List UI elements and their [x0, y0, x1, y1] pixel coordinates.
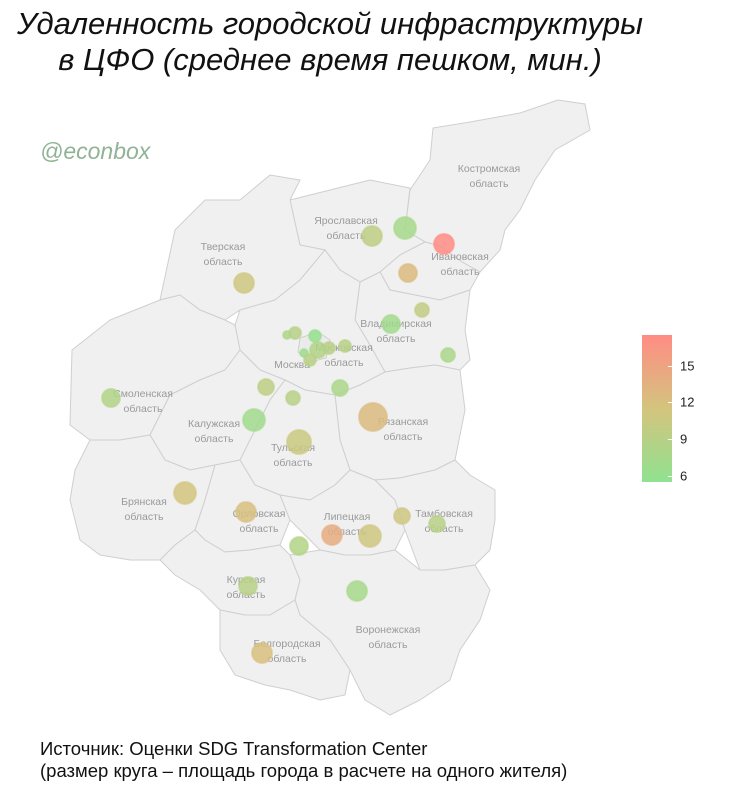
- legend-tick-label: 12: [680, 394, 695, 410]
- city-marker: [361, 225, 383, 247]
- region-belgorod: [219, 599, 351, 701]
- region-label-line-1: Рязанская: [378, 416, 428, 428]
- city-marker: [251, 642, 273, 664]
- region-label-kaluga: Калужская область: [188, 418, 240, 445]
- legend-tick-label: 9: [680, 431, 688, 447]
- city-marker: [308, 329, 322, 343]
- region-label-line-1: Калужская: [188, 418, 240, 430]
- region-label-line-2: область: [470, 178, 509, 190]
- watermark: @econbox: [40, 138, 151, 164]
- color-legend: 15 12 9 6: [640, 333, 720, 483]
- region-label-line-1: Тамбовская: [415, 508, 473, 520]
- region-label-line-1: Ярославская: [314, 215, 378, 227]
- city-marker: [358, 402, 388, 432]
- footer: Источник: Оценки SDG Transformation Cent…: [40, 738, 567, 782]
- city-marker: [433, 233, 455, 255]
- city-marker: [338, 339, 352, 353]
- region-label-line-1: Москва: [274, 359, 310, 371]
- region-label-bryansk: Брянская область: [121, 496, 167, 523]
- city-markers: [101, 216, 456, 664]
- region-label-line-2: область: [124, 403, 163, 415]
- city-marker: [285, 390, 301, 406]
- region-label-line-1: Брянская: [121, 496, 167, 508]
- city-marker: [286, 429, 312, 455]
- region-label-line-2: область: [441, 266, 480, 278]
- city-marker: [235, 501, 257, 523]
- region-label-line-1: Липецкая: [324, 511, 371, 523]
- region-label-line-2: область: [377, 333, 416, 345]
- legend-tick-mark: [668, 365, 672, 367]
- city-marker: [428, 515, 446, 533]
- region-label-line-2: область: [268, 653, 307, 665]
- legend-tick-label: 15: [680, 358, 695, 374]
- legend-tick-mark: [668, 402, 672, 404]
- city-marker: [289, 536, 309, 556]
- chart-title-line-2: в ЦФО (среднее время пешком, мин.): [58, 42, 602, 77]
- region-label-line-2: область: [204, 256, 243, 268]
- city-marker: [331, 379, 349, 397]
- city-marker: [358, 524, 382, 548]
- city-marker: [393, 216, 417, 240]
- city-marker: [282, 330, 292, 340]
- city-marker: [381, 314, 401, 334]
- circle-size-note: (размер круга – площадь города в расчете…: [40, 760, 568, 781]
- region-label-line-1: Костромская: [458, 163, 521, 175]
- region-label-line-2: область: [384, 431, 423, 443]
- chart-title-line-1: Удаленность городской инфраструктуры: [17, 6, 643, 41]
- region-label-line-2: область: [369, 639, 408, 651]
- city-marker: [309, 341, 327, 359]
- city-marker: [233, 272, 255, 294]
- region-label-line-2: область: [240, 523, 279, 535]
- city-marker: [303, 353, 317, 367]
- city-marker: [393, 507, 411, 525]
- region-label-tver: Тверская область: [201, 241, 246, 268]
- chart-title: Удаленность городской инфраструктуры в Ц…: [0, 6, 660, 78]
- region-label-kostroma: Костромская область: [458, 163, 521, 190]
- region-label-line-1: Воронежская: [356, 624, 421, 636]
- city-marker: [173, 481, 197, 505]
- region-label-yaroslavl: Ярославская область: [314, 215, 378, 242]
- city-marker: [242, 408, 266, 432]
- city-marker: [398, 263, 418, 283]
- city-marker: [257, 378, 275, 396]
- region-label-moscow: Москва: [274, 359, 310, 371]
- city-marker: [321, 524, 343, 546]
- city-marker: [101, 388, 121, 408]
- city-marker: [440, 347, 456, 363]
- region-label-line-2: область: [327, 230, 366, 242]
- legend-tick-mark: [668, 439, 672, 441]
- region-label-ryazan: Рязанская область: [378, 416, 428, 443]
- legend-gradient-bar: [642, 335, 672, 482]
- city-marker: [414, 302, 430, 318]
- region-label-voronezh: Воронежская область: [356, 624, 421, 651]
- source-note: Источник: Оценки SDG Transformation Cent…: [40, 738, 428, 759]
- region-label-line-2: область: [195, 433, 234, 445]
- region-label-smolensk: Смоленская область: [113, 388, 173, 415]
- region-label-belgorod: Белгородская область: [253, 638, 320, 665]
- region-label-line-2: область: [125, 511, 164, 523]
- city-marker: [238, 576, 258, 596]
- legend-tick-mark: [668, 475, 672, 477]
- legend-tick-label: 6: [680, 468, 688, 484]
- region-label-line-1: Смоленская: [113, 388, 173, 400]
- region-label-line-2: область: [325, 357, 364, 369]
- region-label-line-1: Тверская: [201, 241, 246, 253]
- region-tambov: [373, 459, 496, 571]
- region-label-line-2: область: [274, 457, 313, 469]
- city-marker: [346, 580, 368, 602]
